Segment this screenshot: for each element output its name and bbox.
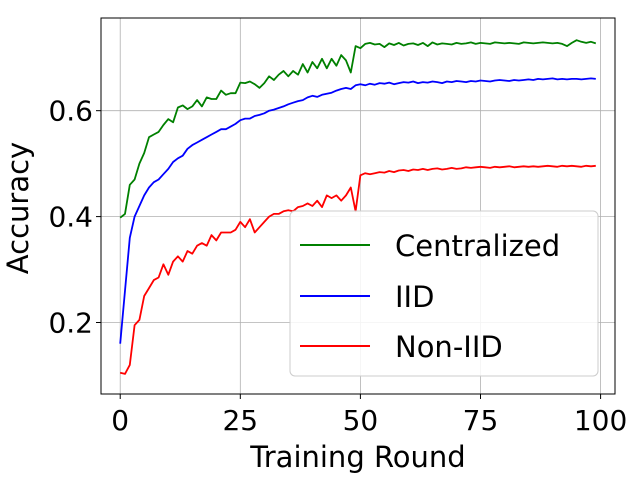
x-tick-label: 0	[111, 404, 129, 437]
x-tick-label: 75	[463, 404, 499, 437]
y-axis-label: Accuracy	[1, 142, 35, 274]
legend-box	[289, 210, 599, 377]
series-line-centralized	[119, 39, 597, 219]
x-axis-label: Training Round	[249, 440, 465, 474]
x-tick-label: 100	[574, 404, 627, 437]
legend-label-iid: IID	[395, 280, 434, 314]
legend-label-non-iid: Non-IID	[395, 330, 503, 364]
series-line-non-iid	[119, 164, 596, 375]
plot-frame	[100, 17, 616, 395]
y-tick-label: 0.4	[48, 201, 93, 234]
legend-label-centralized: Centralized	[395, 229, 560, 263]
series-line-iid	[119, 77, 596, 344]
y-tick-label: 0.2	[48, 307, 93, 340]
y-tick-label: 0.6	[48, 95, 93, 128]
legend: Centralized IID Non-IID	[289, 210, 599, 377]
x-tick-label: 25	[222, 404, 258, 437]
x-tick-label: 50	[343, 404, 379, 437]
series-lines	[119, 39, 597, 375]
axis-ticks: 0 25 50 75 100 0.2 0.4 0.6	[48, 95, 627, 437]
